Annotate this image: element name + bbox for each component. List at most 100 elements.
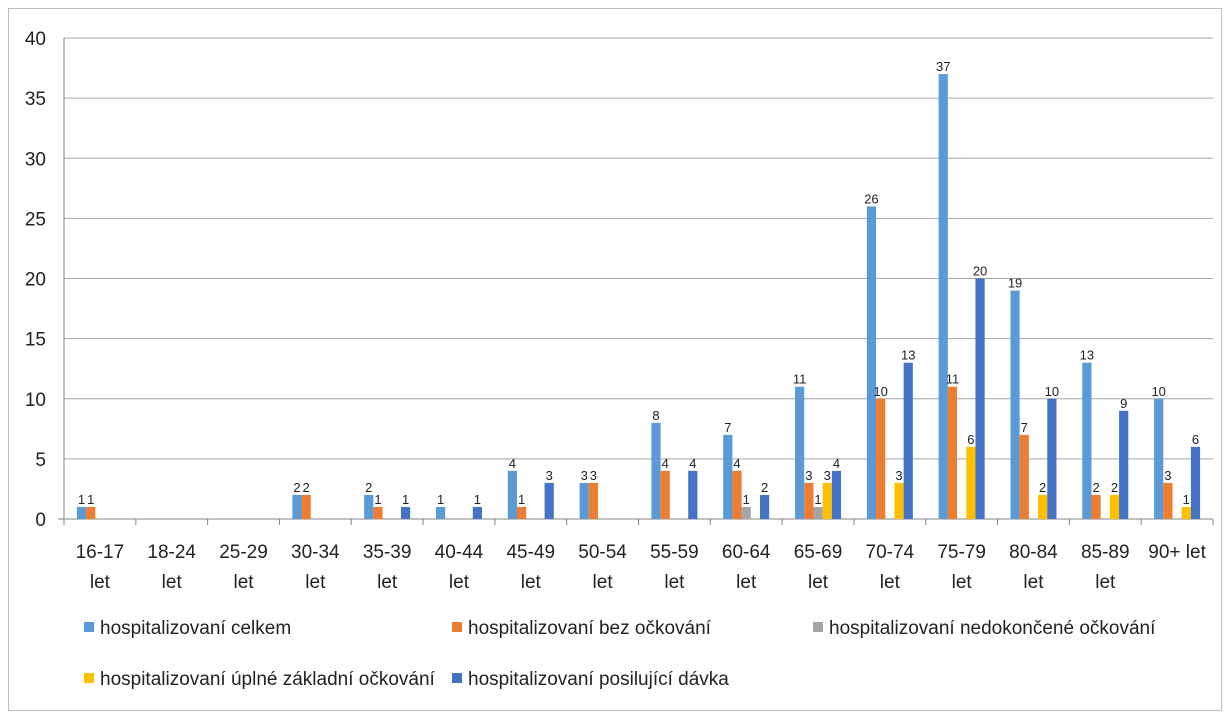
bar — [1163, 482, 1173, 519]
data-label: 4 — [509, 456, 516, 471]
bar — [544, 482, 554, 519]
data-label: 8 — [652, 408, 659, 423]
bar — [472, 506, 482, 519]
x-tick-label: 65-69 — [794, 542, 843, 563]
data-label: 9 — [1120, 396, 1127, 411]
bar — [966, 446, 976, 519]
data-label: 1 — [87, 492, 94, 507]
x-tick-label: let — [593, 572, 614, 593]
bar — [373, 506, 383, 519]
data-label: 1 — [518, 492, 525, 507]
bar — [1109, 494, 1120, 519]
data-label: 3 — [546, 468, 553, 483]
x-tick-label: 35-39 — [363, 542, 412, 563]
bar — [651, 422, 661, 519]
x-tick-label: 16-17 — [76, 542, 125, 563]
x-tick-label: 40-44 — [435, 542, 484, 563]
axes — [58, 38, 1214, 525]
data-label: 20 — [973, 264, 987, 279]
legend-label: hospitalizovaní úplné základní očkování — [100, 669, 436, 690]
x-tick-label: let — [736, 572, 757, 593]
bar — [1010, 290, 1020, 519]
bar — [938, 74, 948, 519]
x-tick-label: 18-24 — [147, 542, 196, 563]
y-tick-label: 30 — [25, 149, 46, 170]
y-tick-label: 5 — [35, 450, 46, 471]
bar — [86, 506, 96, 519]
data-label: 1 — [402, 492, 409, 507]
x-tick-label: 30-34 — [291, 542, 340, 563]
data-label: 1 — [1183, 492, 1190, 507]
legend-swatch — [452, 622, 462, 632]
data-label: 1 — [437, 492, 444, 507]
bar — [1181, 506, 1191, 519]
x-tick-label: let — [305, 572, 326, 593]
bar — [1038, 494, 1048, 519]
x-tick-label: let — [952, 572, 973, 593]
x-tick-label: 55-59 — [650, 542, 699, 563]
data-label: 2 — [303, 480, 310, 495]
x-tick-label: 75-79 — [937, 542, 986, 563]
bar — [866, 206, 877, 519]
bar — [688, 470, 698, 519]
bar — [723, 434, 733, 519]
legend-swatch — [84, 673, 94, 683]
bar — [947, 386, 958, 519]
bar — [435, 506, 446, 519]
bar — [813, 506, 823, 519]
x-tick-label: 45-49 — [506, 542, 555, 563]
y-tick-label: 25 — [25, 209, 46, 230]
legend-swatch — [84, 622, 94, 632]
bar — [831, 470, 842, 519]
bar — [400, 506, 411, 519]
bar — [1154, 398, 1164, 519]
x-tick-label: let — [664, 572, 685, 593]
data-label: 4 — [833, 456, 840, 471]
legend: hospitalizovaní celkem hospitalizovaní be… — [84, 618, 1156, 690]
x-tick-label: 85-89 — [1081, 542, 1130, 563]
bar — [1190, 446, 1201, 519]
legend-swatch — [452, 673, 462, 683]
data-label: 2 — [365, 480, 372, 495]
bar — [804, 482, 814, 519]
y-tick-label: 40 — [25, 29, 46, 50]
data-label: 1 — [374, 492, 381, 507]
data-label: 7 — [724, 420, 731, 435]
data-label: 7 — [1021, 420, 1028, 435]
x-tick-label: 70-74 — [866, 542, 915, 563]
data-label: 2 — [1111, 480, 1118, 495]
x-tick-label: let — [233, 572, 254, 593]
y-tick-label: 20 — [25, 270, 46, 291]
bar — [975, 278, 985, 519]
x-tick-label: let — [377, 572, 398, 593]
data-label: 26 — [864, 191, 878, 206]
data-label: 3 — [581, 468, 588, 483]
data-label: 4 — [662, 456, 669, 471]
x-tick-label: let — [521, 572, 542, 593]
data-label: 3 — [824, 468, 831, 483]
data-label: 13 — [1080, 348, 1094, 363]
x-tick-label: let — [90, 572, 111, 593]
data-label: 2 — [761, 480, 768, 495]
data-label: 1 — [78, 492, 85, 507]
x-tick-label: let — [808, 572, 829, 593]
bar — [1091, 494, 1101, 519]
x-tick-label: 80-84 — [1009, 542, 1058, 563]
data-label: 19 — [1008, 276, 1022, 291]
data-label: 4 — [689, 456, 696, 471]
bar — [1119, 410, 1129, 519]
legend-label: hospitalizovaní nedokončené očkování — [829, 618, 1156, 639]
data-label: 6 — [1192, 432, 1199, 447]
data-label: 10 — [873, 384, 887, 399]
data-label: 2 — [1092, 480, 1099, 495]
x-tick-label: 60-64 — [722, 542, 771, 563]
data-label: 11 — [946, 372, 960, 387]
bar — [588, 482, 598, 519]
bar — [579, 482, 589, 519]
bar — [76, 506, 87, 519]
bar — [1082, 362, 1092, 519]
x-tick-label: let — [1023, 572, 1044, 593]
legend-swatch — [813, 622, 823, 632]
